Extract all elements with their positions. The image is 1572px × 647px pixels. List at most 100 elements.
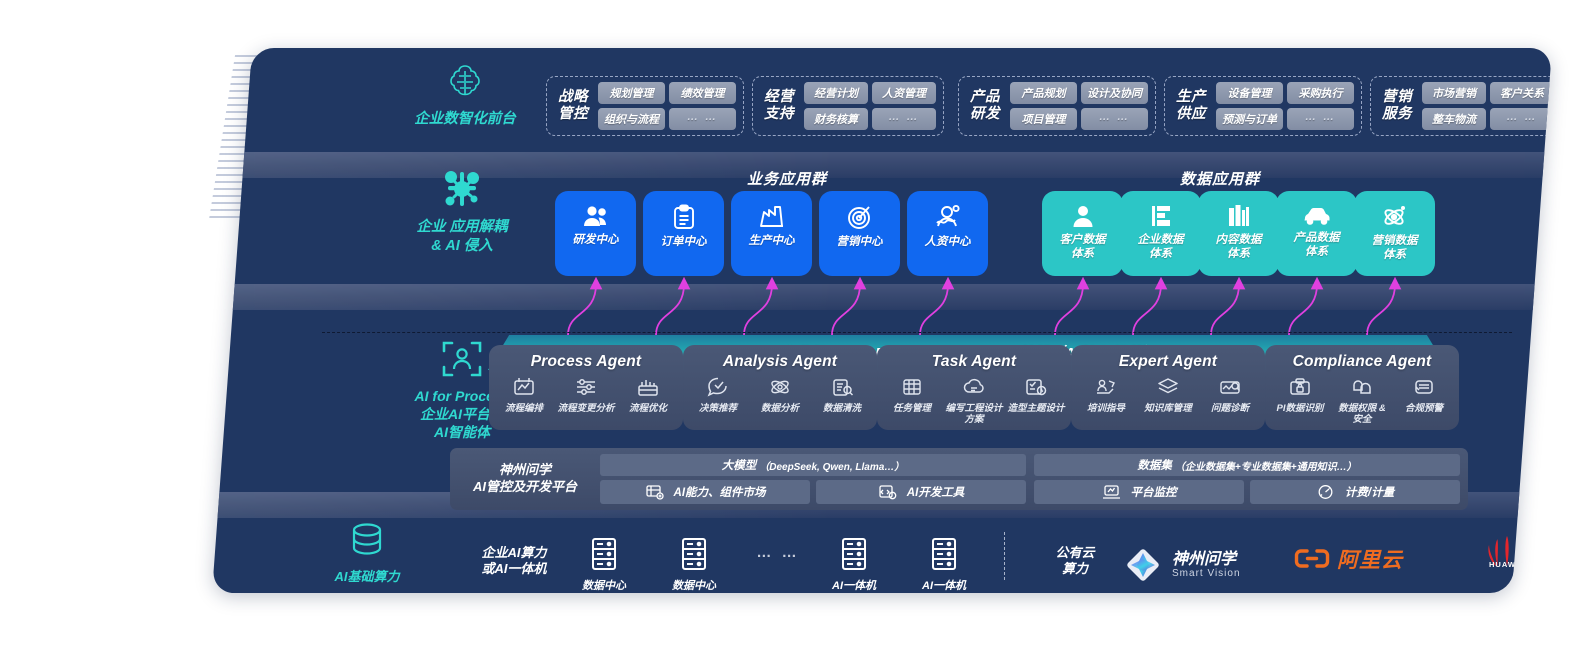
chip-more[interactable]: … …	[1490, 108, 1553, 130]
agent-expert[interactable]: Expert Agent 培训指导 知识库管理	[1071, 345, 1266, 430]
aliyun-logo	[1294, 549, 1330, 568]
app-card-hr-center[interactable]: 人资中心	[907, 191, 989, 276]
agent-item[interactable]: 流程变更分析	[556, 377, 616, 415]
agent-item[interactable]: 决策推荐	[688, 377, 748, 415]
infra-item-datacenter-2[interactable]: 数据中心	[654, 536, 734, 593]
infra-item-ai-appliance-1[interactable]: AI一体机	[814, 536, 894, 593]
group-operations[interactable]: 经营 支持 经营计划 人资管理 财务核算 … …	[752, 76, 945, 136]
chip[interactable]: 客户关系	[1490, 82, 1553, 104]
agent-item[interactable]: 数据清洗	[812, 377, 872, 415]
chip[interactable]: 组织与流程	[598, 108, 666, 130]
infra-item-public-cloud[interactable]: 公有云 算力	[1030, 542, 1120, 578]
layers-icon	[1158, 378, 1178, 394]
infra-item-ai-appliance-2[interactable]: AI一体机	[904, 536, 984, 593]
training-icon	[1097, 379, 1115, 394]
card-label: 企业数据 体系	[1137, 234, 1184, 260]
chip-more[interactable]: … …	[1081, 108, 1149, 130]
chip[interactable]: 设计及协同	[1081, 82, 1149, 104]
layer-dash-divider	[322, 332, 1513, 333]
chip[interactable]: 采购执行	[1287, 82, 1355, 104]
ai-platform-strip: 神州问学 AI管控及开发平台 大模型 （DeepSeek, Qwen, Llam…	[450, 448, 1469, 510]
monitor-icon	[1102, 485, 1120, 499]
agent-item[interactable]: 流程编排	[494, 377, 554, 415]
task-grid-icon	[903, 379, 921, 395]
infra-item-enterprise-compute[interactable]: 企业AI算力 或AI一体机	[454, 542, 574, 578]
group-product-rd[interactable]: 产品 研发 产品规划 设计及协同 项目管理 … …	[958, 76, 1157, 136]
car-icon	[1304, 208, 1330, 225]
group-production-supply[interactable]: 生产 供应 设备管理 采购执行 预测与订单 … …	[1164, 76, 1363, 136]
data-card-marketing[interactable]: 营销数据 体系	[1354, 191, 1436, 276]
agent-item[interactable]: 问题诊断	[1200, 377, 1260, 415]
data-card-enterprise[interactable]: 企业数据 体系	[1120, 191, 1202, 276]
card-label: 营销数据 体系	[1371, 235, 1418, 261]
agent-item[interactable]: 知识库管理	[1138, 377, 1198, 415]
platform-cell-monitoring[interactable]: 平台监控	[1034, 480, 1245, 504]
infra-item-datacenter-1[interactable]: 数据中心	[564, 536, 644, 593]
agent-item[interactable]: 合规预警	[1394, 377, 1454, 426]
platform-models-header[interactable]: 大模型 （DeepSeek, Qwen, Llama…）	[600, 454, 1027, 476]
agent-item-label: 任务管理	[892, 403, 932, 414]
card-label: 生产中心	[748, 235, 795, 247]
agent-item[interactable]: PI数据识别	[1270, 377, 1330, 426]
agent-item[interactable]: 流程优化	[618, 377, 678, 415]
platform-cell-ai-market[interactable]: AI能力、组件市场	[600, 480, 811, 504]
agent-task[interactable]: Task Agent 任务管理 编写工程设计方案	[877, 345, 1072, 430]
agent-item[interactable]: 任务管理	[882, 377, 942, 426]
chip[interactable]: 绩效管理	[669, 82, 737, 104]
agent-process[interactable]: Process Agent 流程编排 流程变更分析	[489, 345, 684, 430]
card-label: 产品数据 体系	[1293, 232, 1340, 258]
app-card-rd-center[interactable]: 研发中心	[555, 191, 637, 276]
app-card-order-center[interactable]: 订单中心	[643, 191, 725, 276]
platform-cell-dev-tools[interactable]: AI开发工具	[816, 480, 1027, 504]
group-marketing-service-title: 营销 服务	[1382, 89, 1413, 122]
agent-item[interactable]: 编写工程设计方案	[944, 377, 1004, 426]
agent-item-label: 流程编排	[504, 403, 544, 414]
group-strategy[interactable]: 战略 管控 规划管理 绩效管理 组织与流程 … …	[546, 76, 745, 136]
group-marketing-service[interactable]: 营销 服务 市场营销 客户关系 整车物流 … …	[1370, 76, 1553, 136]
building-icon	[1151, 206, 1170, 226]
card-label: 人资中心	[924, 236, 971, 248]
infra-item-label: 公有云 算力	[1055, 545, 1095, 577]
app-card-marketing-center[interactable]: 营销中心	[819, 191, 901, 276]
data-card-content[interactable]: 内容数据 体系	[1198, 191, 1280, 276]
chip-more[interactable]: … …	[1287, 108, 1355, 130]
platform-dataset-header[interactable]: 数据集 （企业数据集+专业数据集+通用知识…）	[1034, 454, 1461, 476]
chip-more[interactable]: … …	[669, 108, 737, 130]
platform-column-models: 大模型 （DeepSeek, Qwen, Llama…） AI能力、组件市场	[600, 454, 1027, 504]
chip[interactable]: 规划管理	[598, 82, 666, 104]
agent-analysis[interactable]: Analysis Agent 决策推荐 数据分析	[683, 345, 878, 430]
data-card-product[interactable]: 产品数据 体系	[1276, 191, 1358, 276]
vendor-smart-vision[interactable]: 神州问学 Smart Vision	[1122, 544, 1312, 586]
chip[interactable]: 产品规划	[1010, 82, 1078, 104]
chip[interactable]: 设备管理	[1216, 82, 1284, 104]
vendor-name-en: Smart Vision	[1172, 568, 1241, 580]
data-group-heading: 数据应用群	[1180, 171, 1261, 188]
agent-item[interactable]: 数据权限 & 安全	[1332, 377, 1392, 426]
layer-label-ai-process: AI for Process 企业AI平台及 AI智能体	[364, 336, 560, 442]
chip[interactable]: 项目管理	[1010, 108, 1078, 130]
brain-icon	[450, 65, 480, 96]
cloud-doc-icon	[963, 378, 984, 393]
atom-analysis-icon	[771, 380, 789, 394]
chip-more[interactable]: … …	[872, 108, 937, 130]
flow-chart-icon	[514, 378, 534, 395]
data-card-customer[interactable]: 客户数据 体系	[1042, 191, 1124, 276]
platform-cell-billing[interactable]: 计费/计量	[1250, 480, 1461, 504]
market-icon	[645, 485, 664, 500]
agent-item[interactable]: 培训指导	[1076, 377, 1136, 415]
app-card-production-center[interactable]: 生产中心	[731, 191, 813, 276]
chip[interactable]: 市场营销	[1422, 82, 1487, 104]
infra-label-text: AI基础算力	[334, 569, 400, 584]
chip[interactable]: 财务核算	[804, 108, 869, 130]
agent-item[interactable]: 造型主题设计	[1006, 377, 1066, 426]
huawei-logo: HUAWEI	[1488, 536, 1526, 569]
agent-compliance[interactable]: Compliance Agent PI数据识别 数据权限 & 安全	[1265, 345, 1460, 430]
agent-item[interactable]: 数据分析	[750, 377, 810, 415]
users-icon	[583, 206, 606, 226]
chip[interactable]: 经营计划	[804, 82, 869, 104]
chip[interactable]: 预测与订单	[1216, 108, 1284, 130]
vendor-aliyun[interactable]: 阿里云	[1294, 544, 1464, 574]
chip[interactable]: 人资管理	[872, 82, 937, 104]
vendor-huawei[interactable]: HUAWEI	[1452, 534, 1552, 573]
chip[interactable]: 整车物流	[1422, 108, 1487, 130]
